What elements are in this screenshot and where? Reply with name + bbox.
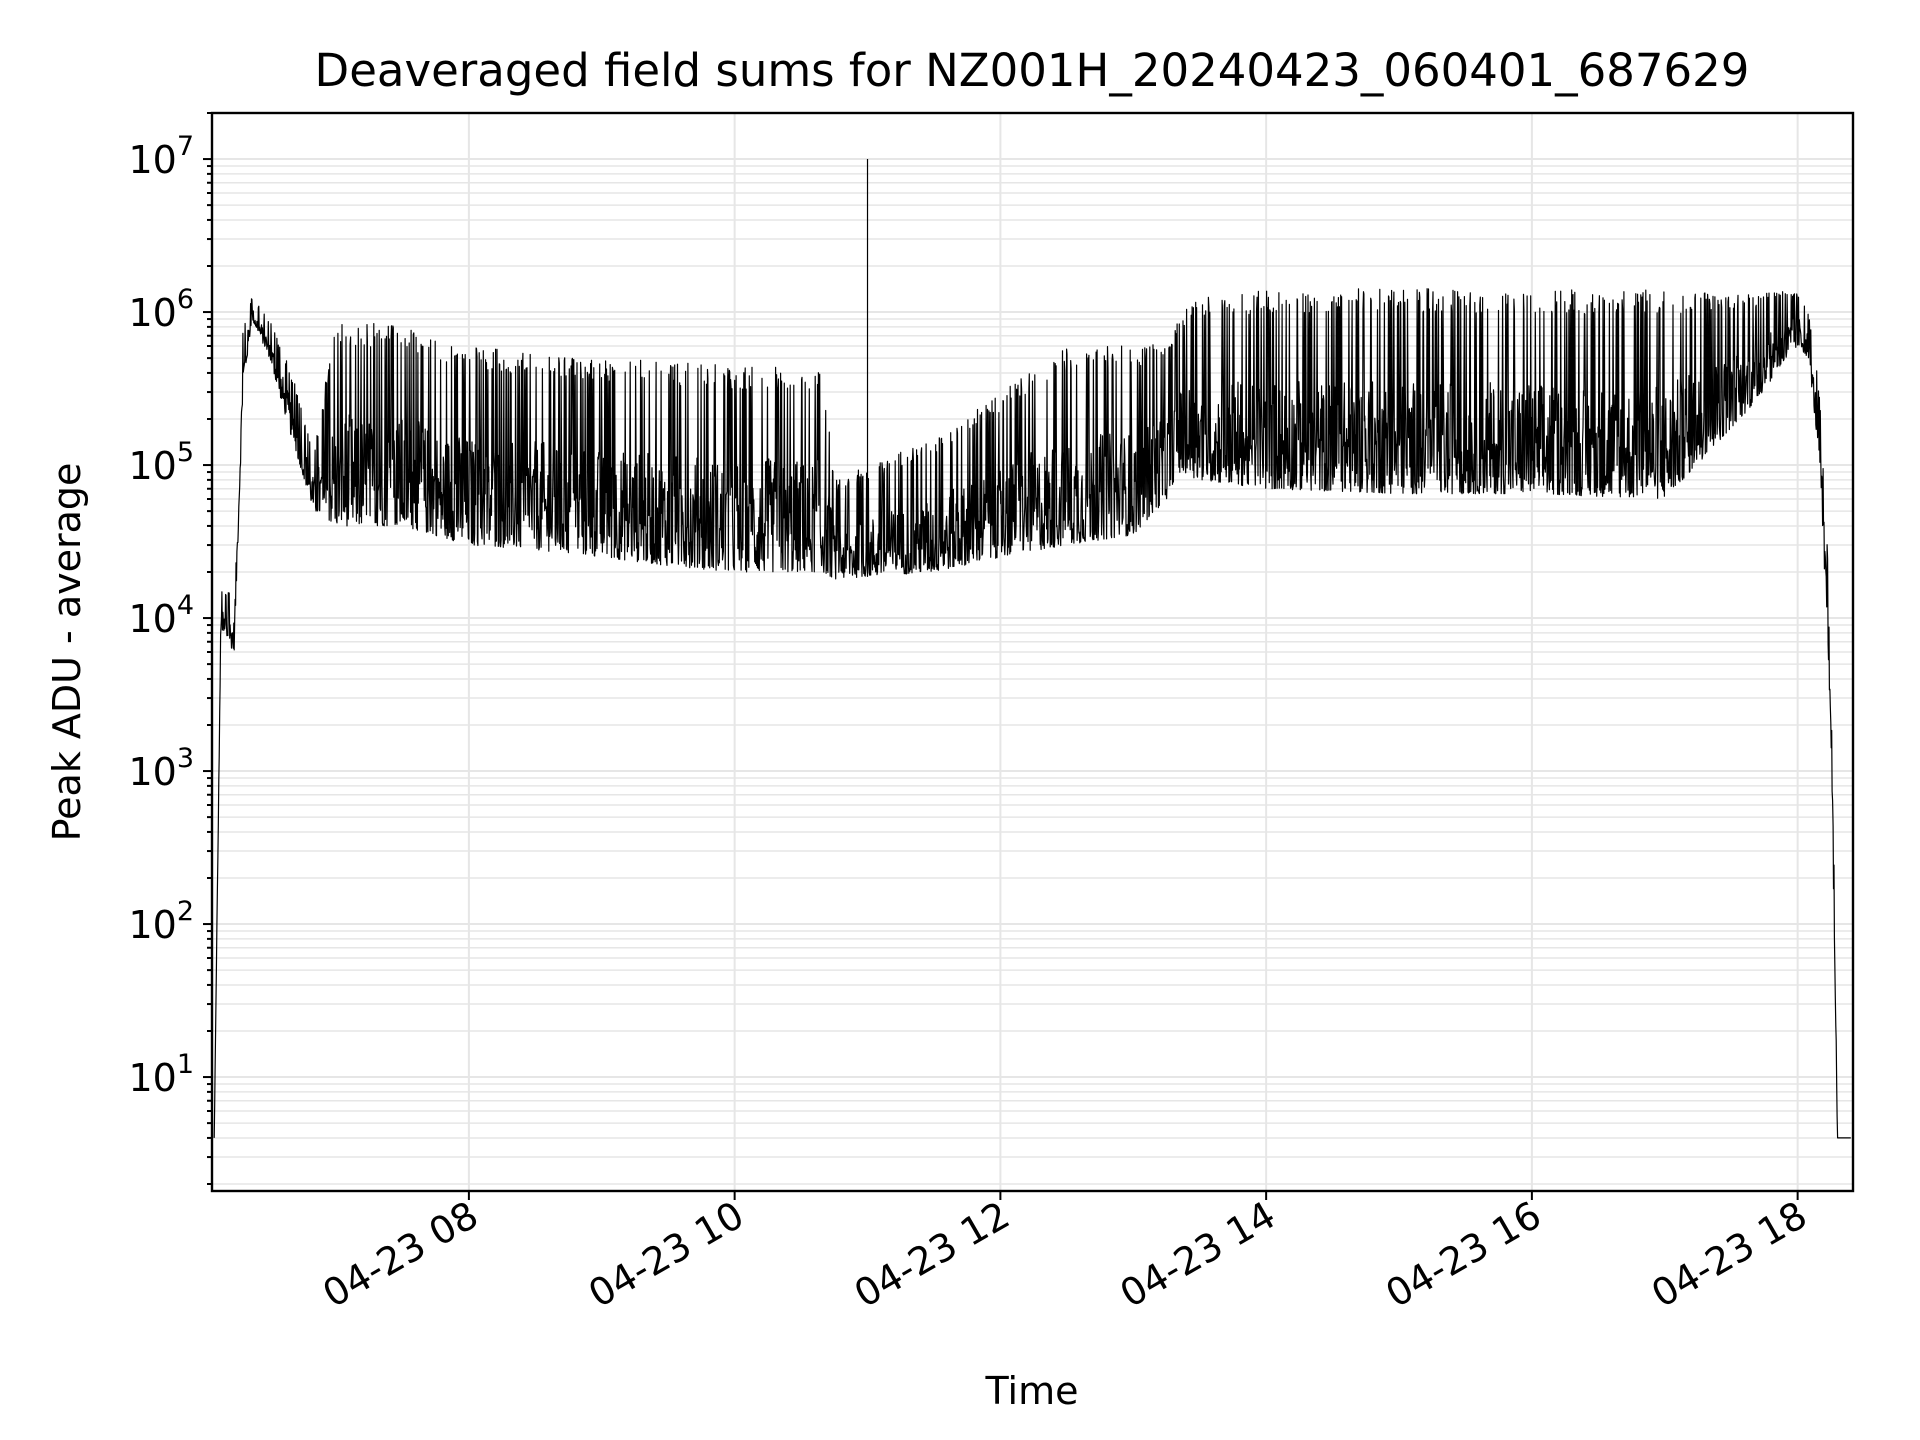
- y-tick-label: 101: [128, 1049, 194, 1100]
- data-series: [213, 159, 1851, 1139]
- y-axis-label: Peak ADU - average: [45, 463, 89, 842]
- y-tick-label: 104: [128, 590, 194, 641]
- y-tick-label: 107: [128, 131, 194, 182]
- y-tick-label: 106: [128, 284, 194, 335]
- x-tick-label: 04-23 16: [1378, 1193, 1548, 1317]
- x-axis-label: Time: [985, 1369, 1079, 1413]
- x-tick-label: 04-23 12: [847, 1193, 1017, 1317]
- x-tick-label: 04-23 14: [1113, 1193, 1283, 1317]
- x-tick-label: 04-23 10: [581, 1193, 751, 1317]
- grid: [212, 112, 1853, 1191]
- x-tick-label: 04-23 18: [1644, 1193, 1814, 1317]
- chart-title: Deaveraged field sums for NZ001H_2024042…: [315, 44, 1750, 97]
- series-line: [213, 288, 1851, 1139]
- x-tick-label: 04-23 08: [315, 1193, 485, 1317]
- y-tick-label: 102: [128, 896, 194, 947]
- y-tick-label: 105: [128, 437, 194, 488]
- y-tick-label: 103: [128, 743, 194, 794]
